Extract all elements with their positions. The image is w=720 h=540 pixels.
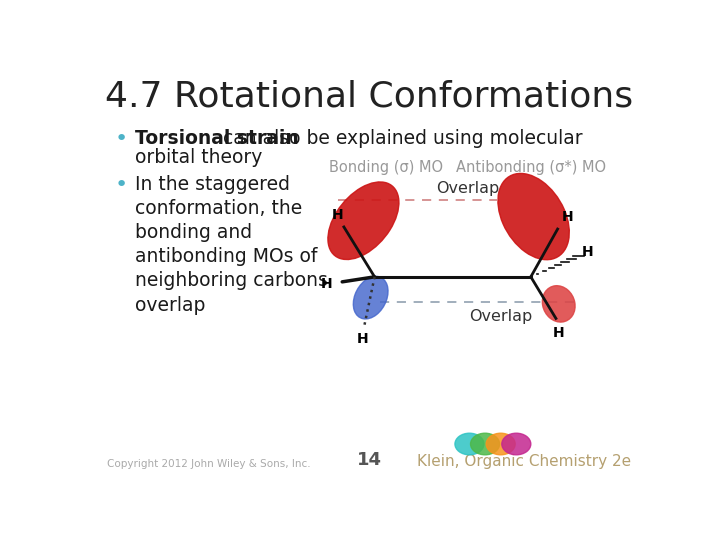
Text: Overlap: Overlap — [469, 309, 533, 325]
Text: H: H — [356, 332, 368, 346]
Text: •: • — [115, 175, 128, 195]
Text: Klein, Organic Chemistry 2e: Klein, Organic Chemistry 2e — [417, 454, 631, 469]
Circle shape — [455, 433, 484, 455]
Text: Bonding (σ) MO: Bonding (σ) MO — [328, 160, 443, 176]
Ellipse shape — [498, 173, 570, 260]
Text: H: H — [582, 245, 594, 259]
Ellipse shape — [328, 182, 399, 260]
Text: can also be explained using molecular: can also be explained using molecular — [217, 129, 583, 149]
Text: 14: 14 — [356, 451, 382, 469]
Circle shape — [471, 433, 500, 455]
Text: H: H — [553, 326, 564, 340]
Ellipse shape — [542, 286, 575, 322]
Text: Antibonding (σ*) MO: Antibonding (σ*) MO — [456, 160, 606, 176]
Text: conformation, the: conformation, the — [135, 199, 302, 218]
Circle shape — [486, 433, 516, 455]
Text: antibonding MOs of: antibonding MOs of — [135, 247, 317, 266]
Text: H: H — [562, 210, 573, 224]
Text: bonding and: bonding and — [135, 223, 252, 242]
Text: neighboring carbons: neighboring carbons — [135, 272, 328, 291]
Text: H: H — [331, 208, 343, 222]
Text: overlap: overlap — [135, 295, 205, 315]
Text: Torsional strain: Torsional strain — [135, 129, 298, 149]
Text: Overlap: Overlap — [436, 181, 499, 196]
Text: In the staggered: In the staggered — [135, 175, 289, 194]
Text: H: H — [321, 278, 333, 292]
Ellipse shape — [354, 276, 388, 319]
Text: •: • — [115, 129, 128, 149]
Text: orbital theory: orbital theory — [135, 148, 262, 167]
Circle shape — [502, 433, 531, 455]
Text: Copyright 2012 John Wiley & Sons, Inc.: Copyright 2012 John Wiley & Sons, Inc. — [107, 459, 310, 469]
Text: 4.7 Rotational Conformations: 4.7 Rotational Conformations — [105, 79, 633, 113]
